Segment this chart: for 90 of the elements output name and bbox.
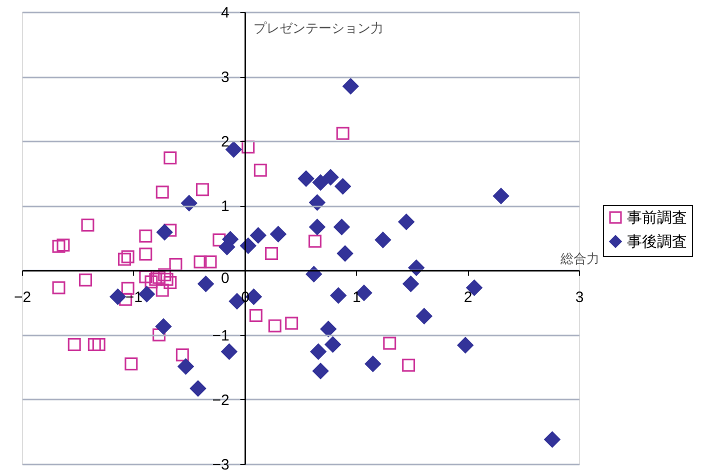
point xyxy=(242,140,255,154)
point xyxy=(52,281,66,294)
point xyxy=(308,234,322,248)
point xyxy=(121,250,134,264)
point xyxy=(285,316,298,330)
point xyxy=(156,186,169,199)
point xyxy=(312,174,329,191)
point xyxy=(139,270,152,284)
point xyxy=(176,348,189,362)
point xyxy=(334,218,350,236)
point xyxy=(78,273,92,286)
point xyxy=(322,169,339,186)
point xyxy=(118,252,131,266)
point xyxy=(402,276,419,292)
point xyxy=(52,240,66,253)
point xyxy=(250,227,266,244)
point xyxy=(204,255,217,268)
point xyxy=(402,358,416,372)
point xyxy=(139,248,152,261)
point xyxy=(81,218,94,232)
point xyxy=(544,431,560,448)
point xyxy=(156,224,173,240)
point xyxy=(337,245,354,262)
point xyxy=(212,233,226,246)
y-tick-label: 2 xyxy=(220,134,230,151)
y-tick-label: −2 xyxy=(212,392,230,409)
point xyxy=(249,308,262,322)
legend-label: 事前調査 xyxy=(627,208,687,227)
point xyxy=(336,126,350,140)
point xyxy=(312,362,329,380)
point xyxy=(320,321,336,338)
point xyxy=(374,232,391,248)
point xyxy=(149,272,162,286)
point xyxy=(298,170,314,187)
y-tick-label: −1 xyxy=(212,327,230,344)
y-axis-title: プレゼンテーション力 xyxy=(253,22,384,36)
point xyxy=(457,337,474,354)
point xyxy=(178,358,194,375)
point xyxy=(155,318,172,335)
point xyxy=(124,357,138,370)
point xyxy=(139,230,152,243)
point xyxy=(342,78,359,94)
point xyxy=(160,272,174,286)
x-tick-label: −2 xyxy=(14,288,32,306)
point xyxy=(198,276,214,292)
point xyxy=(156,284,169,297)
point xyxy=(383,336,396,350)
point xyxy=(169,258,182,271)
y-tick-label: 0 xyxy=(220,270,230,287)
point xyxy=(196,183,209,196)
point xyxy=(254,164,267,177)
point xyxy=(190,380,206,396)
point xyxy=(164,151,177,164)
point xyxy=(68,338,81,352)
point xyxy=(56,238,70,252)
x-axis-title: 総合力 xyxy=(560,252,600,267)
y-tick-label: 1 xyxy=(220,198,230,216)
point xyxy=(416,308,432,324)
point xyxy=(88,338,101,352)
point xyxy=(152,328,166,342)
point xyxy=(492,188,510,204)
point xyxy=(144,275,158,288)
point xyxy=(110,288,126,305)
point xyxy=(194,255,207,268)
point xyxy=(152,270,166,284)
point xyxy=(309,194,326,211)
y-tick-label: 4 xyxy=(220,4,230,22)
point xyxy=(265,246,278,260)
x-tick-label: 3 xyxy=(575,288,584,306)
point xyxy=(310,344,326,360)
point xyxy=(270,226,286,242)
y-tick-label: 3 xyxy=(220,69,230,86)
point xyxy=(221,344,238,360)
point xyxy=(268,319,282,332)
point xyxy=(408,260,424,276)
legend-label: 事後調査 xyxy=(627,232,687,251)
point xyxy=(164,276,177,290)
point xyxy=(306,266,322,282)
point xyxy=(92,338,106,352)
point xyxy=(309,218,326,236)
point xyxy=(158,268,172,282)
x-tick-label: 2 xyxy=(464,288,472,306)
x-tick-label: 1 xyxy=(352,288,361,306)
point xyxy=(324,336,341,353)
y-tick-label: −3 xyxy=(212,456,230,472)
point xyxy=(330,287,346,304)
point xyxy=(334,178,351,194)
point xyxy=(181,195,198,212)
point xyxy=(398,214,414,230)
point xyxy=(364,356,381,372)
